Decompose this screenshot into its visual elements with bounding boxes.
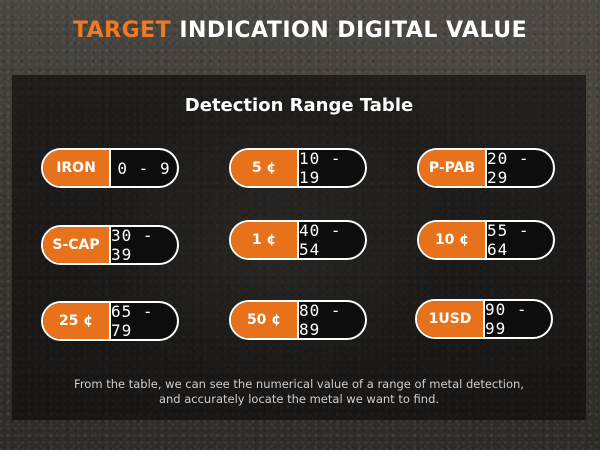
title-accent: TARGET	[72, 18, 172, 43]
caption-line-2: and accurately locate the metal we want …	[158, 392, 440, 406]
title-rest: INDICATION DIGITAL VALUE	[171, 18, 528, 43]
page-title: TARGET INDICATION DIGITAL VALUE	[0, 18, 600, 43]
range-pill-iron: IRON 0 - 9	[41, 148, 179, 188]
range-pill-1-usd: 1USD 90 - 99	[415, 299, 553, 339]
range-pill-25-cent: 25 ¢ 65 - 79	[41, 301, 179, 341]
metal-label: 5 ¢	[231, 150, 299, 186]
metal-label: P-PAB	[419, 150, 487, 186]
range-pill-1-cent: 1 ¢ 40 - 54	[229, 220, 367, 260]
range-pill-5-cent: 5 ¢ 10 - 19	[229, 148, 367, 188]
metal-label: 1USD	[417, 301, 485, 337]
range-value: 30 - 39	[111, 226, 154, 264]
range-pill-10-cent: 10 ¢ 55 - 64	[417, 220, 555, 260]
range-pill-s-cap: S-CAP 30 - 39	[41, 225, 179, 265]
caption-line-1: From the table, we can see the numerical…	[74, 377, 524, 391]
range-value: 80 - 89	[299, 301, 342, 339]
range-value: 0 - 9	[117, 158, 171, 178]
range-pill-p-pab: P-PAB 20 - 29	[417, 148, 555, 188]
range-value: 10 - 19	[299, 149, 342, 187]
metal-label: 50 ¢	[231, 302, 299, 338]
caption-text: From the table, we can see the numerical…	[12, 377, 586, 407]
metal-label: S-CAP	[43, 227, 111, 263]
metal-label: 10 ¢	[419, 222, 487, 258]
range-table-panel: Detection Range Table IRON 0 - 9 5 ¢ 10 …	[12, 75, 586, 420]
metal-label: IRON	[43, 150, 111, 186]
range-value: 40 - 54	[299, 221, 342, 259]
range-pill-50-cent: 50 ¢ 80 - 89	[229, 300, 367, 340]
table-title: Detection Range Table	[184, 95, 414, 116]
range-value: 65 - 79	[111, 302, 154, 340]
range-value: 20 - 29	[487, 149, 530, 187]
metal-label: 25 ¢	[43, 303, 111, 339]
range-value: 90 - 99	[485, 300, 528, 338]
metal-label: 1 ¢	[231, 222, 299, 258]
range-value: 55 - 64	[487, 221, 530, 259]
